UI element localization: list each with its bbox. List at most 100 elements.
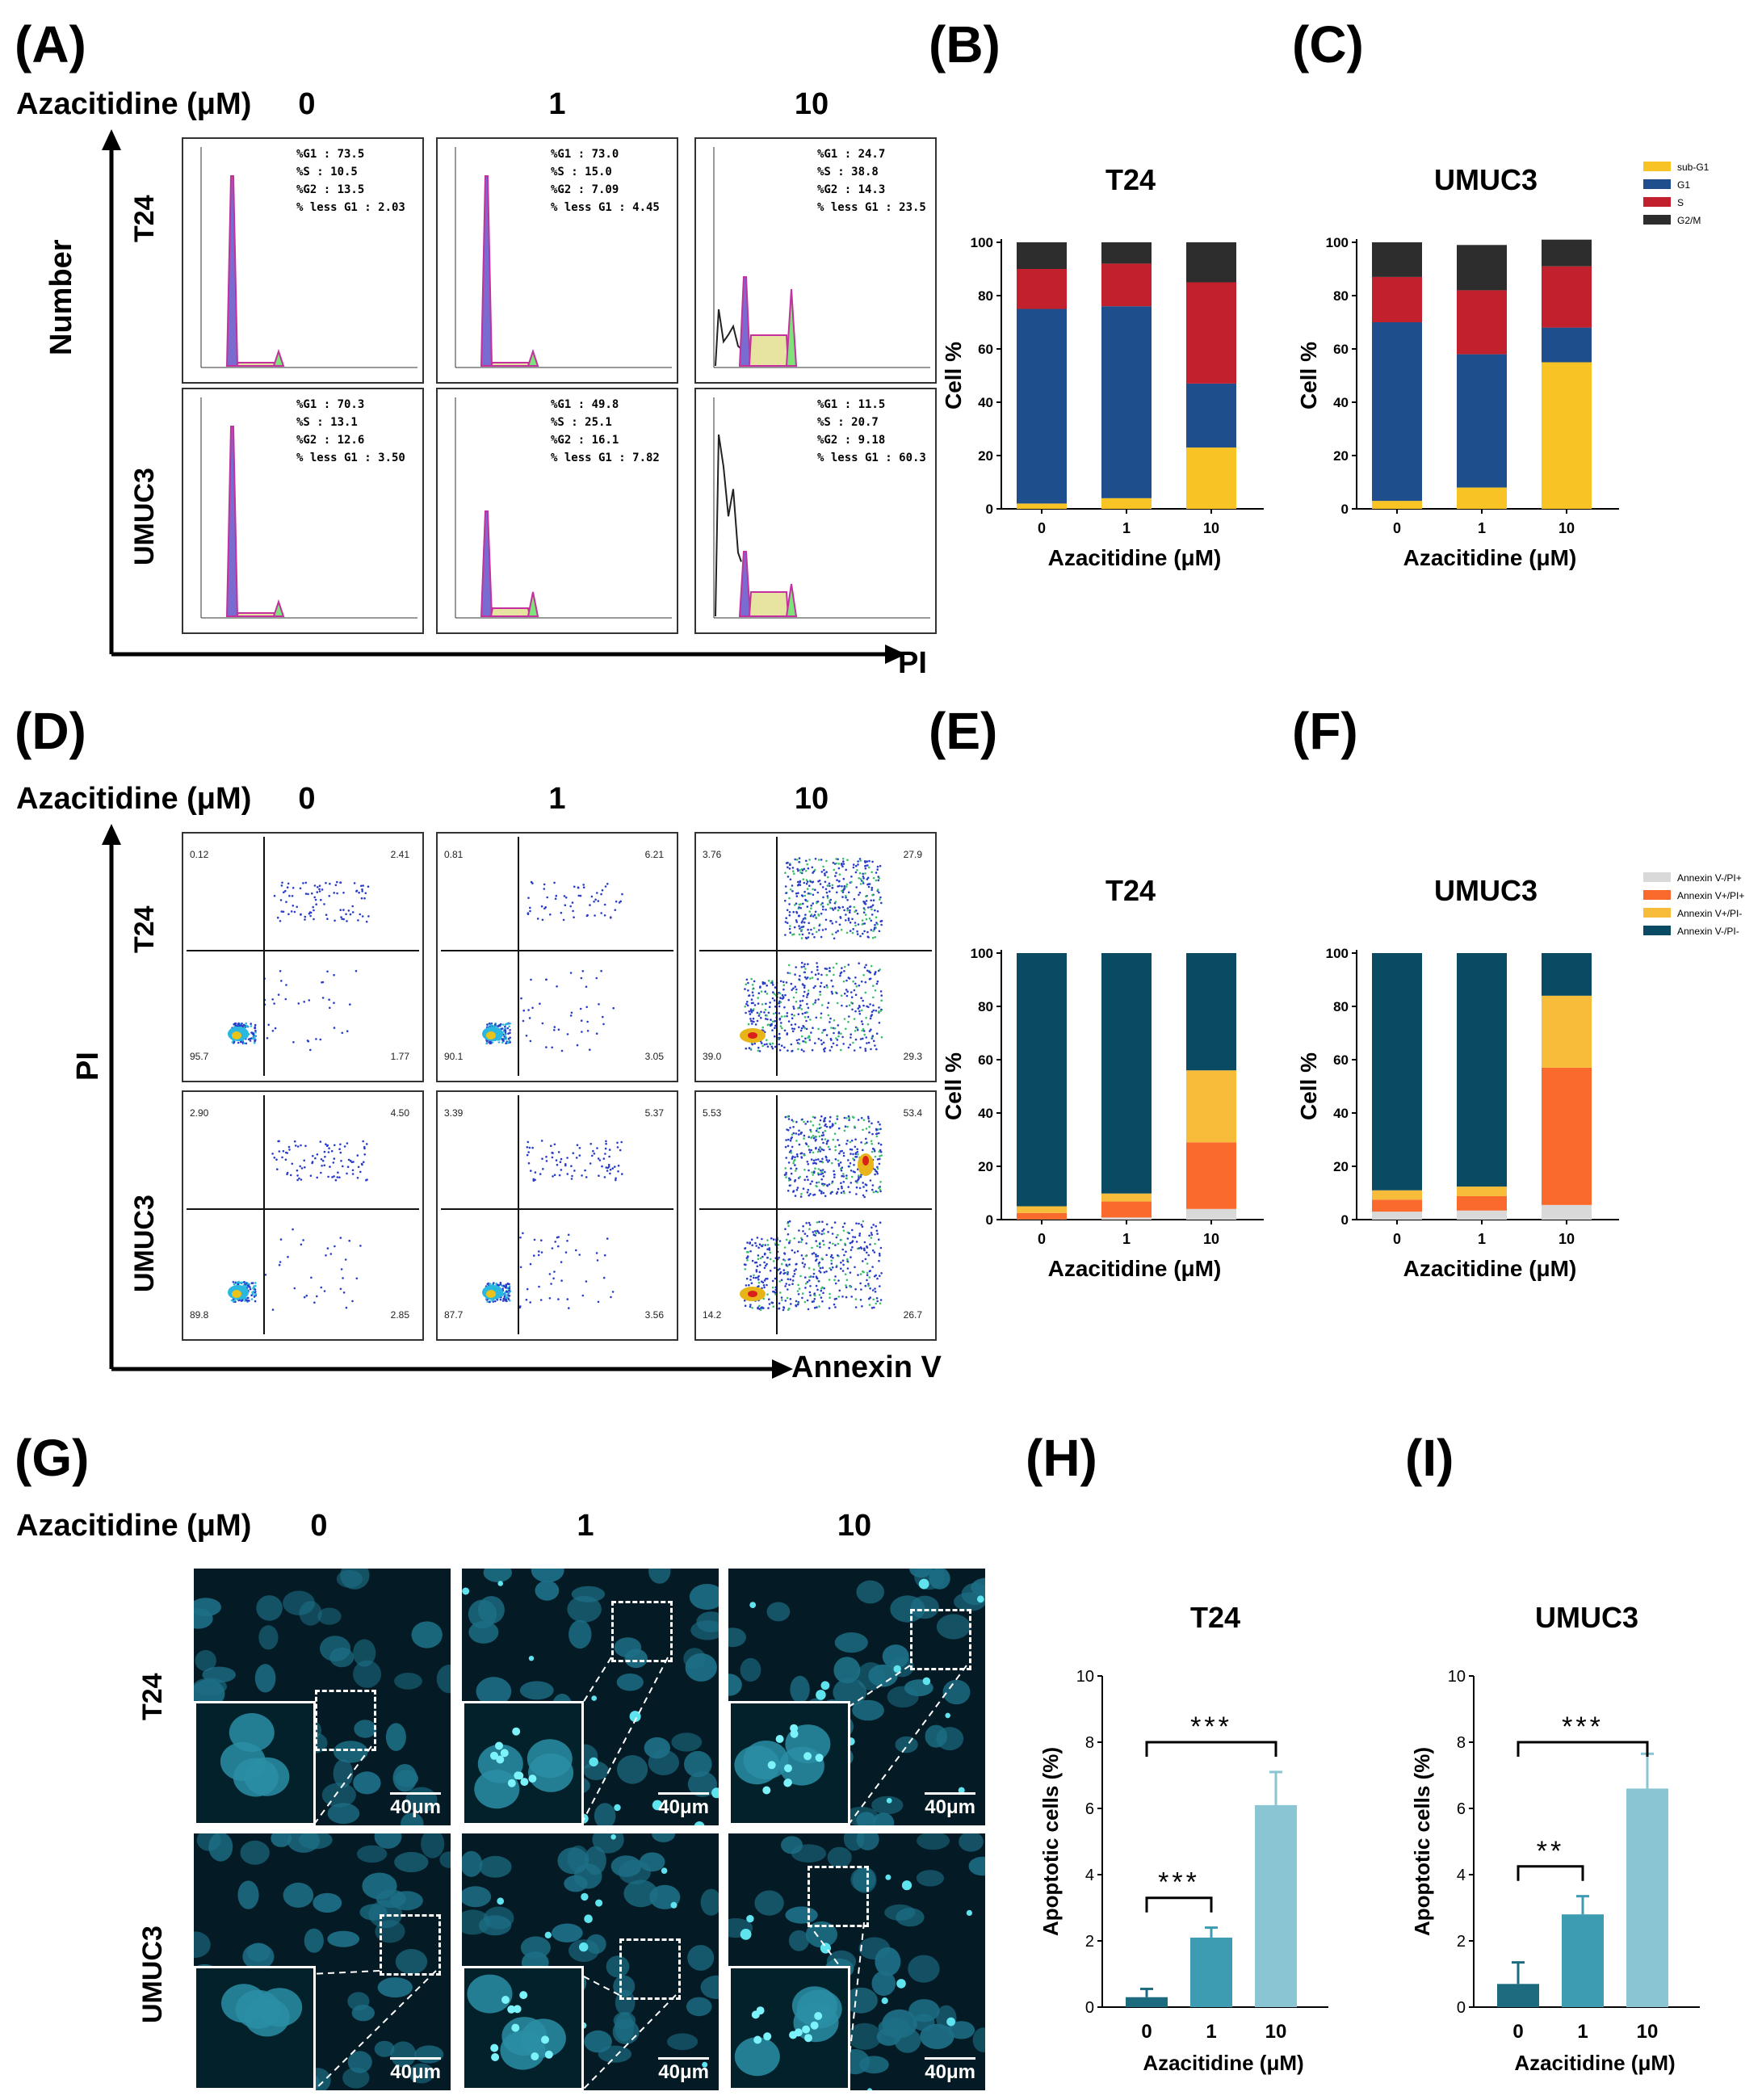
nucleus bbox=[256, 1595, 283, 1621]
conc-d-1: 1 bbox=[548, 782, 566, 816]
y-tick-label: 20 bbox=[1333, 448, 1349, 464]
row-label-d-umuc3: UMUC3 bbox=[129, 1195, 160, 1292]
g2-peak bbox=[785, 583, 798, 617]
inset-nucleus bbox=[791, 1986, 837, 2026]
zoom-inset bbox=[194, 1966, 316, 2090]
nucleus bbox=[374, 2040, 395, 2057]
inset-nucleus bbox=[734, 2037, 780, 2077]
apoptotic-body bbox=[740, 1929, 752, 1940]
inset-apoptotic-body bbox=[803, 1752, 812, 1761]
histogram-stats: %G1 : 24.7 %S : 38.8 %G2 : 14.3 % less G1 :… bbox=[817, 145, 926, 216]
apoptotic-body bbox=[595, 1899, 603, 1907]
bar-1 bbox=[1562, 1914, 1604, 2007]
chart-c: UMUC3 Cell % 0 20 40 60 80 100 0 1 10 Azacitidine (… bbox=[1300, 162, 1710, 570]
nucleus bbox=[908, 1999, 940, 2022]
inset-apoptotic-body bbox=[500, 1749, 509, 1758]
nucleus bbox=[684, 1750, 712, 1778]
x-tick-label: 0 bbox=[1038, 520, 1046, 536]
y-tick-label: 40 bbox=[1333, 395, 1349, 410]
x-axis-label: Azacitidine (μM) bbox=[1048, 1256, 1222, 1281]
nucleus bbox=[283, 1882, 314, 1908]
histogram-0-1: %G1 : 73.0 %S : 15.0 %G2 : 7.09 % less G1 :… bbox=[436, 137, 678, 384]
bar-segment-s bbox=[1101, 263, 1152, 307]
nucleus bbox=[850, 1867, 876, 1892]
histogram-1-2: %G1 : 11.5 %S : 20.7 %G2 : 9.18 % less G1 :… bbox=[694, 388, 937, 634]
nucleus bbox=[327, 1930, 360, 1947]
inset-nucleus bbox=[778, 1746, 824, 1786]
nucleus bbox=[700, 1975, 719, 1999]
x-tick-label: 0 bbox=[1393, 520, 1401, 536]
y-axis-label: Cell % bbox=[1300, 1052, 1321, 1120]
legend-label: Annexin V-/PI- bbox=[1677, 926, 1739, 937]
bar-segment-sub-g1 bbox=[1542, 362, 1592, 509]
x-axis-label: Azacitidine (μM) bbox=[1403, 545, 1577, 570]
inset-apoptotic-body bbox=[507, 2005, 516, 2014]
stat-line: %S : 15.0 bbox=[551, 166, 612, 178]
inset-apoptotic-body bbox=[802, 2025, 811, 2034]
zoom-line bbox=[845, 1665, 911, 1710]
nucleus bbox=[959, 1833, 984, 1852]
nucleus bbox=[754, 1890, 784, 1916]
stat-line: %S : 25.1 bbox=[551, 416, 612, 429]
scale-bar-line bbox=[658, 1792, 709, 1795]
y-tick-label: 100 bbox=[1326, 946, 1349, 961]
inset-apoptotic-body bbox=[495, 1741, 503, 1750]
bar-segment-annexin-v-pi- bbox=[1542, 953, 1592, 996]
scale-bar-label: 40μm bbox=[925, 1796, 975, 1818]
nucleus bbox=[237, 1880, 259, 1909]
nucleus bbox=[843, 1833, 865, 1851]
nucleus bbox=[394, 1673, 422, 1690]
x-tick-label: 0 bbox=[1393, 1231, 1401, 1247]
y-axis-label: Cell % bbox=[945, 342, 966, 410]
panel-letter-e: (E) bbox=[929, 702, 998, 760]
apoptotic-body bbox=[893, 1665, 901, 1673]
significance-label: *** bbox=[1562, 1712, 1604, 1742]
scale-bar: 40μm bbox=[390, 2057, 441, 2084]
bar-segment-annexin-v-pi- bbox=[1457, 953, 1507, 1187]
bar-segment-sub-g1 bbox=[1372, 501, 1422, 509]
y-tick-label: 8 bbox=[1085, 1734, 1094, 1752]
cluster-core bbox=[486, 1031, 496, 1040]
nucleus bbox=[483, 1906, 514, 1930]
y-tick-label: 20 bbox=[978, 448, 993, 464]
x-tick-label: 10 bbox=[1637, 2021, 1659, 2043]
g1-peak bbox=[225, 175, 239, 367]
panel-letter-h: (H) bbox=[1026, 1429, 1097, 1487]
panel-letter-i: (I) bbox=[1405, 1429, 1454, 1487]
x-axis-label: Azacitidine (μM) bbox=[1514, 2051, 1675, 2075]
dotplot-0-2: 3.76 27.9 29.3 39.0 bbox=[694, 832, 937, 1082]
scale-bar: 40μm bbox=[925, 2057, 975, 2084]
y-tick-label: 80 bbox=[978, 999, 993, 1014]
q3-value: 3.56 bbox=[645, 1309, 665, 1321]
y-tick-label: 40 bbox=[978, 1106, 993, 1121]
nucleus bbox=[246, 1942, 271, 1962]
y-tick-label: 80 bbox=[1333, 288, 1349, 304]
inset-apoptotic-body bbox=[490, 2043, 499, 2052]
y-tick-label: 60 bbox=[978, 1052, 993, 1068]
bar-segment-g2-m bbox=[1372, 242, 1422, 277]
y-tick-label: 40 bbox=[978, 395, 993, 410]
y-tick-label: 0 bbox=[986, 1212, 993, 1228]
significance-bracket bbox=[1517, 1741, 1649, 1757]
y-tick-label: 4 bbox=[1457, 1867, 1466, 1884]
nucleus bbox=[392, 1764, 417, 1792]
inset-apoptotic-body bbox=[810, 2021, 819, 2030]
nucleus bbox=[856, 1812, 876, 1825]
inset-apoptotic-body bbox=[515, 1771, 524, 1780]
q1-value: 0.12 bbox=[190, 849, 209, 860]
scale-bar-line bbox=[658, 2057, 709, 2060]
apoptotic-body bbox=[629, 1711, 641, 1723]
bar-segment-annexin-v-pi- bbox=[1372, 1190, 1422, 1200]
zoom-box bbox=[910, 1609, 971, 1670]
dotplot-0-0: 0.12 2.41 1.77 95.7 bbox=[182, 832, 424, 1082]
apoptotic-body bbox=[896, 1979, 906, 1989]
y-tick-label: 80 bbox=[978, 288, 993, 304]
scale-bar: 40μm bbox=[658, 2057, 709, 2084]
azacitidine-label-g: Azacitidine (μM) bbox=[16, 1509, 252, 1543]
inset-apoptotic-body bbox=[751, 2010, 760, 2019]
x-tick-label: 1 bbox=[1206, 2021, 1216, 2043]
bar-segment-g1 bbox=[1457, 354, 1507, 488]
inset-nucleus bbox=[229, 1713, 275, 1752]
inset-apoptotic-body bbox=[531, 2052, 539, 2060]
histogram-0-2: %G1 : 24.7 %S : 38.8 %G2 : 14.3 % less G1 :… bbox=[694, 137, 937, 384]
